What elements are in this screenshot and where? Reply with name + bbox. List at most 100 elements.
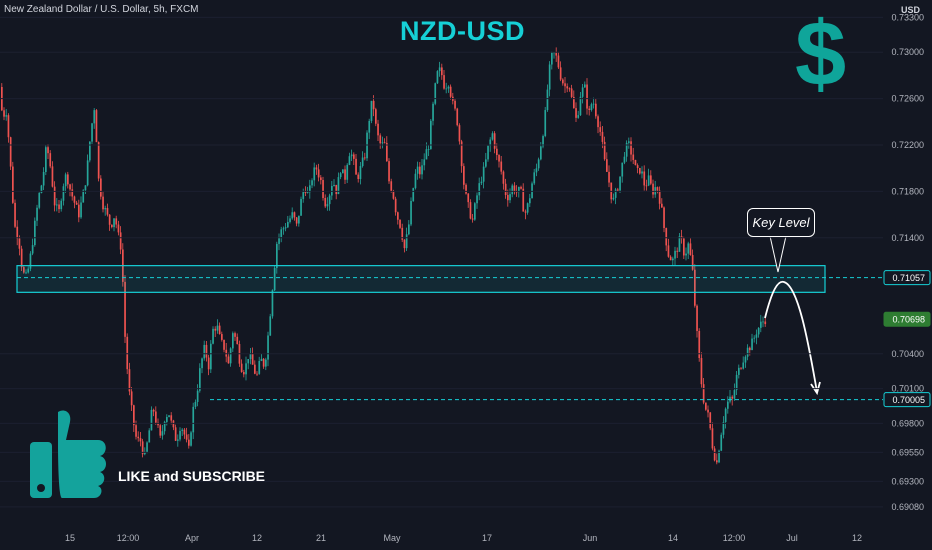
candle-body bbox=[647, 175, 650, 186]
candle-body bbox=[218, 325, 221, 335]
candle-body bbox=[304, 191, 307, 193]
y-tick-label: 0.73300 bbox=[891, 12, 924, 22]
candle-body bbox=[493, 133, 496, 149]
candle-body bbox=[537, 159, 540, 169]
candle-body bbox=[645, 185, 648, 187]
x-tick-label: 12 bbox=[852, 533, 862, 543]
candle-body bbox=[333, 184, 335, 186]
y-tick-label: 0.71800 bbox=[891, 186, 924, 196]
candle-body bbox=[47, 147, 49, 154]
time-scale bbox=[0, 525, 884, 550]
candle-body bbox=[130, 391, 133, 406]
candles-layer bbox=[1, 47, 767, 465]
candle-body bbox=[691, 254, 694, 270]
candle-body bbox=[722, 422, 725, 435]
candle-body bbox=[617, 189, 619, 191]
candle-body bbox=[146, 442, 148, 452]
candle-body bbox=[441, 67, 443, 76]
candle-body bbox=[203, 344, 206, 359]
candle-body bbox=[425, 149, 428, 160]
candle-body bbox=[355, 158, 357, 175]
candle-body bbox=[588, 108, 591, 111]
candle-body bbox=[386, 143, 388, 162]
candle-body bbox=[562, 79, 564, 84]
x-tick-label: May bbox=[383, 533, 401, 543]
candle-body bbox=[14, 202, 16, 227]
candle-body bbox=[577, 115, 580, 118]
candle-body bbox=[225, 349, 228, 357]
candle-body bbox=[289, 218, 291, 222]
candle-body bbox=[372, 100, 375, 110]
candle-body bbox=[482, 166, 485, 182]
candle-body bbox=[392, 191, 395, 199]
x-tick-label: 14 bbox=[668, 533, 678, 543]
candle-body bbox=[597, 116, 599, 128]
candle-body bbox=[733, 390, 736, 399]
candle-body bbox=[34, 220, 36, 246]
candle-body bbox=[188, 439, 190, 446]
candle-body bbox=[157, 422, 159, 426]
projection-arrowhead bbox=[810, 381, 821, 396]
candle-body bbox=[93, 110, 96, 124]
candle-body bbox=[73, 196, 76, 203]
candle-body bbox=[619, 176, 621, 191]
candle-body bbox=[27, 268, 30, 273]
candle-body bbox=[524, 211, 527, 213]
candle-body bbox=[45, 147, 47, 173]
candle-body bbox=[735, 374, 738, 391]
candle-body bbox=[298, 215, 300, 224]
candle-body bbox=[183, 429, 186, 435]
candle-body bbox=[531, 183, 533, 199]
x-tick-label: 17 bbox=[482, 533, 492, 543]
candle-body bbox=[511, 185, 514, 195]
y-tick-label: 0.72600 bbox=[891, 94, 924, 104]
candle-body bbox=[744, 356, 747, 363]
candle-body bbox=[463, 166, 465, 185]
symbol-label: New Zealand Dollar / U.S. Dollar, 5h, FX… bbox=[4, 4, 199, 15]
candle-body bbox=[663, 207, 665, 229]
candle-body bbox=[394, 198, 397, 213]
candle-body bbox=[141, 441, 144, 455]
candle-body bbox=[29, 253, 32, 269]
candle-body bbox=[221, 334, 223, 340]
candle-body bbox=[135, 425, 137, 437]
candle-body bbox=[31, 245, 34, 254]
price-tag bbox=[883, 270, 931, 286]
y-tick-label: 0.69300 bbox=[891, 476, 924, 486]
candle-body bbox=[485, 159, 487, 167]
candle-body bbox=[23, 267, 25, 273]
candle-body bbox=[698, 330, 701, 359]
candle-body bbox=[749, 347, 751, 351]
candle-body bbox=[71, 189, 74, 197]
y-tick-label: 0.71400 bbox=[891, 233, 924, 243]
candle-body bbox=[212, 328, 214, 344]
candle-body bbox=[97, 142, 100, 179]
x-tick-label: Apr bbox=[185, 533, 199, 543]
candle-body bbox=[421, 165, 423, 175]
candle-body bbox=[603, 141, 606, 160]
candle-body bbox=[507, 195, 509, 201]
candle-body bbox=[705, 402, 707, 410]
x-tick-label: 12 bbox=[252, 533, 262, 543]
y-tick-label: 0.69800 bbox=[891, 418, 924, 428]
candle-body bbox=[53, 186, 56, 206]
candle-body bbox=[456, 108, 459, 126]
candle-body bbox=[300, 198, 302, 216]
candle-body bbox=[639, 167, 641, 174]
candle-body bbox=[331, 185, 333, 196]
x-tick-label: 12:00 bbox=[117, 533, 140, 543]
candle-body bbox=[476, 195, 478, 204]
candle-body bbox=[172, 420, 175, 428]
candle-body bbox=[383, 142, 386, 144]
candle-body bbox=[575, 108, 577, 118]
candle-body bbox=[564, 83, 566, 87]
candle-body bbox=[416, 166, 419, 174]
candle-body bbox=[500, 161, 503, 172]
candle-body bbox=[260, 358, 263, 362]
candle-body bbox=[128, 369, 131, 392]
candle-body bbox=[370, 100, 373, 121]
y-tick-label: 0.69550 bbox=[891, 447, 924, 457]
candle-body bbox=[526, 203, 529, 213]
candle-body bbox=[205, 344, 208, 358]
